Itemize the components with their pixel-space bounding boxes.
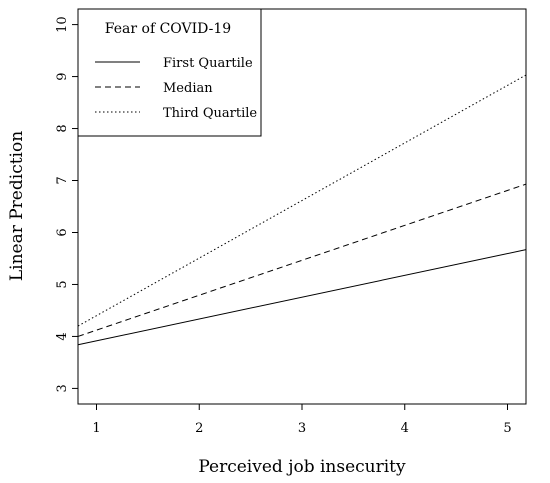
x-tick-label: 1: [92, 421, 100, 436]
x-axis: 1 2 3 4 5: [92, 404, 512, 436]
x-tick-label: 5: [503, 421, 511, 436]
legend-box: [77, 8, 262, 137]
y-tick-label: 5: [55, 280, 70, 288]
y-tick-label: 10: [55, 16, 70, 33]
series-line-3: [77, 74, 527, 327]
y-tick-label: 7: [55, 176, 70, 184]
y-axis: 3 4 5 6 7 8 9 10: [55, 16, 78, 393]
y-tick-label: 3: [55, 384, 70, 392]
y-tick-label: 9: [55, 72, 70, 80]
legend-title: Fear of COVID-19: [105, 21, 231, 37]
legend-items: First Quartile Median Third Quartile: [95, 56, 257, 121]
legend-label: Median: [163, 81, 213, 96]
legend-label: Third Quartile: [163, 106, 257, 121]
y-tick-label: 8: [55, 124, 70, 132]
series-line-1: [77, 249, 527, 346]
y-tick-label: 4: [55, 332, 70, 340]
x-tick-label: 3: [298, 421, 306, 436]
x-tick-label: 2: [195, 421, 203, 436]
x-axis-label: Perceived job insecurity: [198, 457, 406, 477]
legend: Fear of COVID-19 First Quartile Median Thi…: [77, 8, 262, 137]
x-tick-label: 4: [401, 421, 409, 436]
series-layer: [77, 74, 527, 346]
legend-label: First Quartile: [163, 56, 253, 71]
y-axis-label: Linear Prediction: [7, 131, 27, 281]
series-line-2: [77, 183, 527, 337]
y-tick-label: 6: [55, 228, 70, 236]
